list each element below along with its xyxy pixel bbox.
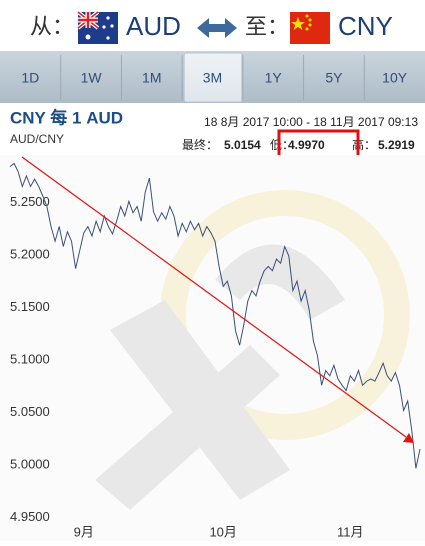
to-label: 至： — [245, 14, 289, 39]
y-tick-label: 5.0500 — [10, 404, 50, 419]
from-currency[interactable]: AUD — [126, 11, 181, 41]
tab[interactable] — [183, 52, 243, 103]
flag-australia[interactable] — [76, 10, 118, 44]
x-tick-label: 10月 — [209, 524, 236, 539]
to-currency[interactable]: CNY — [338, 11, 393, 41]
price-line — [9, 162, 421, 469]
y-tick-label: 4.9500 — [10, 509, 50, 524]
y-tick-label: 5.1500 — [10, 299, 50, 314]
flag-china[interactable] — [290, 12, 330, 44]
y-tick-label: 5.2000 — [10, 246, 50, 261]
trend-annotation — [21, 156, 414, 443]
y-tick-label: 5.2500 — [10, 194, 50, 209]
x-tick-label: 9月 — [74, 524, 94, 539]
high-value: 5.2919 — [378, 138, 415, 152]
last-value: 5.0154 — [224, 138, 261, 152]
tabs: 1D 1W 1M 3M 1Y 5Y 10Y — [21, 52, 408, 103]
plot: 5.2500 5.2000 5.1500 5.1000 5.0500 5.0000 4.95… — [9, 162, 421, 539]
date-range: 18 8月 2017 10:00 - 18 11月 2017 09:13 — [204, 115, 418, 129]
info-title: CNY 每 1 AUD — [10, 107, 123, 127]
low-label: 低： — [270, 138, 294, 152]
y-tick-label: 5.0000 — [10, 457, 50, 472]
from-label: 从： — [30, 14, 74, 39]
x-tick-label: 11月 — [337, 524, 364, 539]
high-label: 高： — [352, 137, 376, 152]
last-label: 最终： — [182, 137, 218, 152]
tab-label[interactable]: 1Y — [265, 70, 283, 86]
tab-label[interactable]: 5Y — [325, 70, 343, 86]
chart-bg — [0, 155, 425, 541]
tab-label[interactable]: 1M — [142, 70, 161, 86]
y-tick-label: 5.1000 — [10, 351, 50, 366]
tab-label[interactable]: 10Y — [382, 70, 408, 86]
watermark — [95, 190, 410, 510]
info-bg — [0, 103, 425, 155]
tab-label[interactable]: 1W — [81, 70, 103, 86]
low-value: 4.9970 — [288, 138, 325, 152]
tab-label[interactable]: 1D — [21, 70, 39, 86]
tab-label[interactable]: 3M — [203, 70, 222, 86]
swap-arrow[interactable] — [197, 18, 237, 38]
pair: AUD/CNY — [10, 132, 64, 146]
